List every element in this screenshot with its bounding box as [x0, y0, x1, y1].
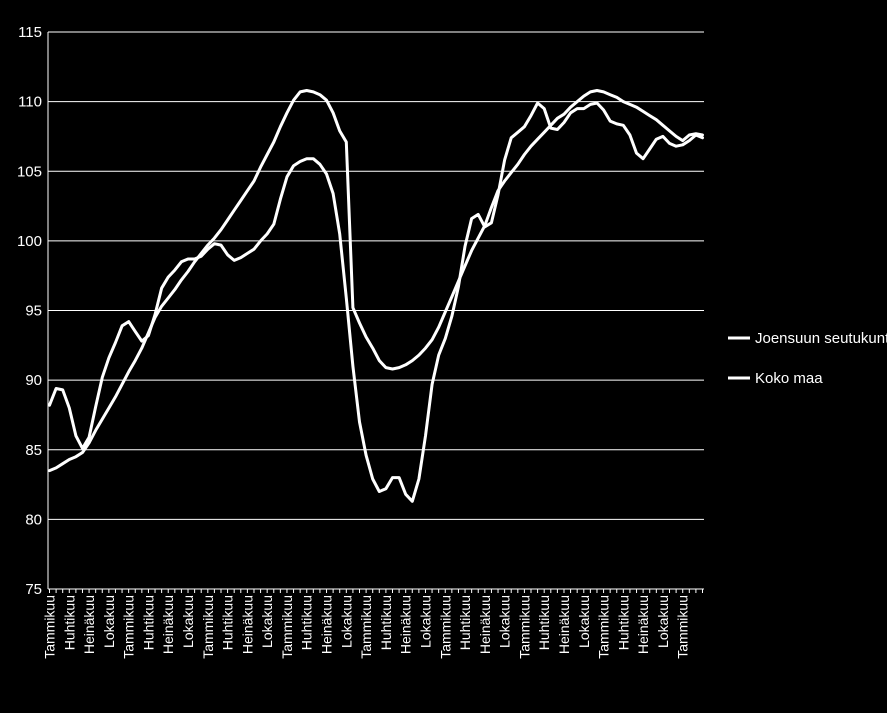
x-tick-label: Tammikuu: [437, 595, 453, 659]
x-tick-label: Heinäkuu: [398, 595, 414, 654]
x-tick-label: Tammikuu: [279, 595, 295, 659]
x-tick-label: Lokakuu: [417, 595, 433, 648]
y-tick-label-100: 100: [17, 233, 42, 250]
x-tick-label: Huhtikuu: [299, 595, 315, 650]
x-tick-label: Tammikuu: [596, 595, 612, 659]
x-tick-label: Lokakuu: [655, 595, 671, 648]
x-tick-label: Tammikuu: [516, 595, 532, 659]
x-tick-label: Lokakuu: [497, 595, 513, 648]
y-tick-label-80: 80: [25, 511, 42, 528]
x-tick-label: Tammikuu: [121, 595, 137, 659]
x-tick-label: Huhtikuu: [140, 595, 156, 650]
y-tick-label-90: 90: [25, 372, 42, 389]
x-tick-label: Tammikuu: [42, 595, 58, 659]
series-line-joensuun-seutukunta: [48, 101, 704, 503]
series-lines: [48, 89, 704, 503]
x-tick-label: Heinäkuu: [81, 595, 97, 654]
x-tick-label: Tammikuu: [675, 595, 691, 659]
x-tick-label: Huhtikuu: [61, 595, 77, 650]
x-tick-label: Lokakuu: [180, 595, 196, 648]
x-axis-ticks: Tammikuu Huhtikuu Heinäkuu Lokakuu Tammikuu H…: [42, 589, 703, 659]
x-tick-label: Huhtikuu: [615, 595, 631, 650]
x-tick-label: Huhtikuu: [378, 595, 394, 650]
y-tick-label-110: 110: [18, 94, 42, 111]
x-tick-label: Heinäkuu: [160, 595, 176, 654]
x-tick-label: Heinäkuu: [239, 595, 255, 654]
y-axis-ticks: 75 80 85 90 95 100 105 110 115: [17, 24, 42, 598]
y-tick-label-95: 95: [25, 303, 42, 320]
y-tick-label-105: 105: [17, 163, 42, 180]
x-tick-label: Heinäkuu: [477, 595, 493, 654]
axes: [47, 32, 704, 590]
x-tick-label: Lokakuu: [576, 595, 592, 648]
x-tick-label: Lokakuu: [101, 595, 117, 648]
y-tick-label-85: 85: [25, 442, 42, 459]
x-tick-label: Heinäkuu: [635, 595, 651, 654]
x-tick-label: Huhtikuu: [220, 595, 236, 650]
x-tick-label: Tammikuu: [200, 595, 216, 659]
x-tick-label: Heinäkuu: [319, 595, 335, 654]
x-tick-label: Huhtikuu: [457, 595, 473, 650]
x-tick-label: Lokakuu: [338, 595, 354, 648]
y-tick-label-75: 75: [25, 581, 42, 598]
x-tick-label: Heinäkuu: [556, 595, 572, 654]
legend-label-joensuu: Joensuun seutukunta: [755, 330, 887, 347]
x-tick-label: Huhtikuu: [536, 595, 552, 650]
gridlines: [48, 31, 704, 520]
x-tick-label: Tammikuu: [358, 595, 374, 659]
legend: Joensuun seutukunta Koko maa: [728, 330, 887, 387]
y-tick-label-115: 115: [18, 24, 42, 41]
x-tick-label: Lokakuu: [259, 595, 275, 648]
series-line-koko-maa: [48, 89, 704, 473]
legend-label-koko-maa: Koko maa: [755, 370, 823, 387]
